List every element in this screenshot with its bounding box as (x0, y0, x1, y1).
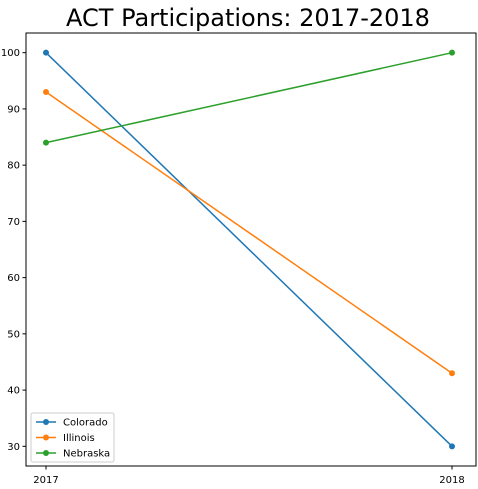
legend-label: Nebraska (63, 449, 110, 460)
y-tick-label: 30 (7, 442, 20, 453)
series-nebraska (43, 49, 455, 146)
legend-item: Illinois (36, 433, 95, 444)
series-line (45, 91, 453, 374)
series-colorado (43, 49, 455, 450)
legend-item: Nebraska (36, 449, 110, 460)
legend: Colorado Illinois Nebraska (30, 412, 115, 463)
legend-label: Illinois (63, 433, 95, 444)
y-tick-label: 70 (7, 217, 20, 228)
y-axis: 30 40 50 60 70 80 90 100 (1, 48, 26, 453)
y-tick-label: 90 (7, 104, 20, 115)
data-point (43, 139, 49, 146)
legend-swatch-marker (43, 450, 49, 456)
data-point (449, 49, 455, 56)
data-point (449, 443, 455, 450)
series-illinois (43, 89, 455, 377)
data-point (43, 89, 49, 96)
x-tick-label: 2018 (439, 475, 464, 486)
legend-swatch-marker (43, 434, 49, 441)
legend-item: Colorado (36, 418, 108, 429)
series-layer (43, 49, 455, 450)
y-tick-label: 80 (7, 161, 20, 172)
y-tick-label: 50 (7, 329, 20, 340)
y-tick-label: 40 (7, 386, 20, 397)
data-point (449, 370, 455, 377)
data-point (43, 49, 49, 56)
legend-label: Colorado (63, 418, 108, 429)
series-line (45, 52, 453, 447)
x-axis: 2017 2018 (33, 466, 465, 486)
legend-box (30, 412, 115, 463)
x-tick-label: 2017 (33, 475, 58, 486)
y-tick-label: 60 (7, 273, 20, 284)
chart-title: ACT Participations: 2017-2018 (66, 4, 430, 32)
y-tick-label: 100 (1, 48, 20, 59)
plot-area-frame (25, 32, 477, 467)
legend-swatch-marker (43, 419, 49, 425)
series-line (45, 51, 453, 144)
